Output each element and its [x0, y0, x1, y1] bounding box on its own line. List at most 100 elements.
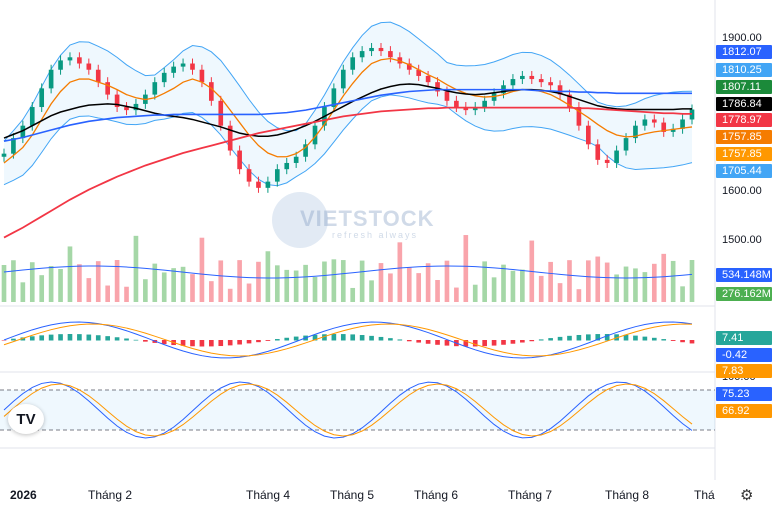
macd-histogram-bar: [190, 340, 195, 347]
macd-histogram-bar: [520, 340, 525, 343]
candle-body: [237, 150, 242, 170]
macd-histogram-bar: [161, 340, 167, 345]
macd-histogram-bar: [227, 340, 233, 346]
macd-histogram-bar: [435, 340, 440, 345]
candle-body: [39, 88, 45, 108]
macd-histogram-bar: [623, 334, 629, 341]
watermark-subtext: refresh always: [332, 230, 419, 240]
candle-body: [350, 57, 356, 70]
volume-bar: [633, 268, 638, 302]
macd-histogram-bar: [463, 340, 469, 347]
stoch-d-line: [3, 383, 693, 437]
ma20-line: [3, 57, 693, 164]
macd-histogram-bar: [406, 340, 412, 342]
price-label-badge: 1812.07: [716, 45, 772, 59]
candle-body: [454, 100, 459, 108]
macd-histogram-bar: [425, 340, 431, 344]
volume-bar: [227, 288, 233, 302]
macd-histogram-bar: [548, 338, 553, 341]
volume-bar: [29, 262, 35, 302]
volume-bar: [661, 253, 667, 302]
candle-body: [651, 119, 657, 123]
volume-bar: [444, 260, 450, 302]
macd-histogram-bar: [331, 334, 337, 341]
macd-histogram-bar: [388, 338, 393, 341]
macd-histogram-bar: [661, 339, 667, 341]
time-tick-label: Tháng 5: [330, 488, 375, 502]
macd-histogram-bar: [237, 340, 242, 345]
volume-bar: [312, 276, 318, 302]
macd-histogram-bar: [133, 339, 139, 341]
candle-body: [48, 69, 54, 89]
volume-bar: [39, 275, 45, 302]
candle-body: [642, 119, 648, 126]
candle-body: [425, 75, 431, 83]
tradingview-logo-icon[interactable]: TV: [8, 404, 44, 434]
candle-body: [576, 107, 582, 126]
macd-histogram-bar: [95, 335, 101, 341]
candle-body: [86, 63, 92, 70]
watermark-text: VIETSTOCK: [300, 206, 435, 231]
volume-bar: [95, 261, 101, 302]
candle-body: [538, 79, 544, 83]
candle-body: [406, 63, 412, 70]
volume-bar: [369, 280, 374, 302]
volume-bar: [388, 273, 393, 302]
macd-histogram-bar: [491, 340, 497, 346]
volume-bar: [406, 267, 412, 302]
volume-bar: [463, 235, 469, 302]
candle-body: [340, 69, 346, 89]
macd-histogram-bar: [510, 340, 516, 344]
macd-histogram-bar: [218, 340, 224, 347]
time-tick-label: Thá: [694, 488, 715, 502]
price-label-badge: 1705.44: [716, 164, 772, 178]
macd-histogram-bar: [293, 336, 299, 341]
volume-ma-line: [3, 265, 693, 279]
macd-histogram-bar: [312, 334, 318, 341]
price-label-badge: 1757.85: [716, 130, 772, 144]
candle-body: [114, 94, 120, 108]
price-label-badge: 1810.25: [716, 63, 772, 77]
candle-body: [209, 82, 214, 101]
macd-histogram-bar: [29, 336, 35, 341]
time-tick-label: Tháng 7: [508, 488, 553, 502]
volume-bar: [510, 270, 516, 302]
macd-histogram-bar: [246, 340, 252, 344]
time-tick-label: Tháng 6: [414, 488, 459, 502]
volume-bar: [114, 260, 120, 302]
macd-histogram-bar: [482, 340, 487, 347]
volume-bar: [11, 260, 16, 302]
gear-icon[interactable]: ⚙: [740, 487, 754, 504]
volume-bar: [1, 265, 7, 302]
macd-histogram-bar: [256, 340, 261, 343]
macd-histogram-bar: [180, 340, 186, 346]
macd-histogram-bar: [11, 338, 16, 341]
candle-body: [29, 107, 35, 126]
macd-histogram-bar: [397, 339, 403, 341]
candle-body: [369, 47, 374, 52]
price-tick-label: 1900.00: [722, 32, 762, 44]
volume-bar: [246, 283, 252, 302]
volume-bar: [416, 273, 422, 302]
candle-body: [548, 82, 553, 86]
candle-body: [567, 94, 572, 108]
macd-histogram-bar: [340, 334, 346, 341]
volume-bar: [171, 268, 176, 302]
macd-histogram-bar: [642, 336, 648, 341]
macd-histogram-bar: [209, 340, 214, 347]
volume-bar: [567, 260, 572, 302]
volume-bar: [152, 263, 158, 302]
candle-body: [510, 79, 516, 86]
candle-body: [633, 125, 638, 139]
macd-histogram-bar: [265, 340, 271, 341]
volume-bar: [359, 260, 365, 302]
candle-body: [416, 69, 422, 76]
macd-histogram-bar: [378, 336, 384, 341]
volume-bar: [586, 260, 591, 302]
price-tick-label: 1600.00: [722, 185, 762, 197]
volume-bar: [293, 270, 299, 302]
volume-bar: [538, 275, 544, 302]
candle-body: [680, 119, 685, 129]
volume-bar: [454, 287, 459, 302]
